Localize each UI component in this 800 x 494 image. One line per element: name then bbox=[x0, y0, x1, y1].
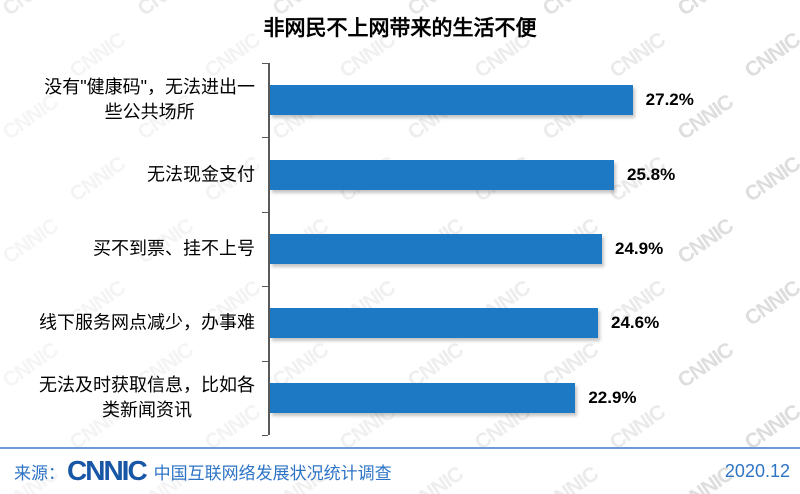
chart-title: 非网民不上网带来的生活不便 bbox=[263, 17, 537, 40]
value-label: 25.8% bbox=[627, 164, 676, 184]
bar bbox=[270, 308, 598, 339]
axis-tick bbox=[262, 137, 268, 139]
report-date: 2020.12 bbox=[724, 460, 790, 481]
footer-separator bbox=[0, 447, 800, 449]
footer: 来源： CNNIC 中国互联网络发展状况统计调查 2020.12 bbox=[14, 451, 790, 491]
bar-row: 买不到票、挂不上号 24.9% bbox=[0, 212, 800, 286]
bar-row: 没有"健康码"，无法进出一 些公共场所 27.2% bbox=[0, 63, 800, 137]
bar-row: 无法现金支付 25.8% bbox=[0, 137, 800, 211]
bar bbox=[270, 233, 602, 264]
source-text: 中国互联网络发展状况统计调查 bbox=[153, 463, 392, 483]
bar-row: 线下服务网点减少，办事难 24.6% bbox=[0, 286, 800, 360]
category-label: 线下服务网点减少，办事难 bbox=[39, 312, 255, 333]
value-label: 27.2% bbox=[645, 90, 694, 110]
axis-tick bbox=[262, 63, 268, 64]
y-axis-line bbox=[268, 63, 270, 435]
axis-tick bbox=[262, 435, 268, 436]
axis-tick bbox=[262, 286, 268, 288]
category-label: 无法现金支付 bbox=[147, 163, 255, 184]
bar bbox=[270, 382, 576, 413]
value-label: 24.6% bbox=[611, 313, 660, 333]
cnnic-logo: CNNIC bbox=[67, 455, 148, 486]
category-label: 没有"健康码"，无法进出一 些公共场所 bbox=[44, 77, 255, 123]
value-label: 22.9% bbox=[588, 387, 637, 407]
category-label: 买不到票、挂不上号 bbox=[93, 238, 255, 259]
value-label: 24.9% bbox=[615, 238, 664, 258]
axis-tick bbox=[262, 360, 268, 362]
axis-tick bbox=[262, 211, 268, 213]
bar-row: 无法及时获取信息，比如各 类新闻资讯 22.9% bbox=[0, 361, 800, 435]
category-label: 无法及时获取信息，比如各 类新闻资讯 bbox=[39, 374, 255, 420]
source-prefix: 来源： bbox=[14, 463, 65, 483]
plot-area: 没有"健康码"，无法进出一 些公共场所 27.2% 无法现金支付 25.8% 买… bbox=[0, 63, 800, 436]
bar bbox=[270, 85, 633, 116]
bar bbox=[270, 159, 614, 190]
